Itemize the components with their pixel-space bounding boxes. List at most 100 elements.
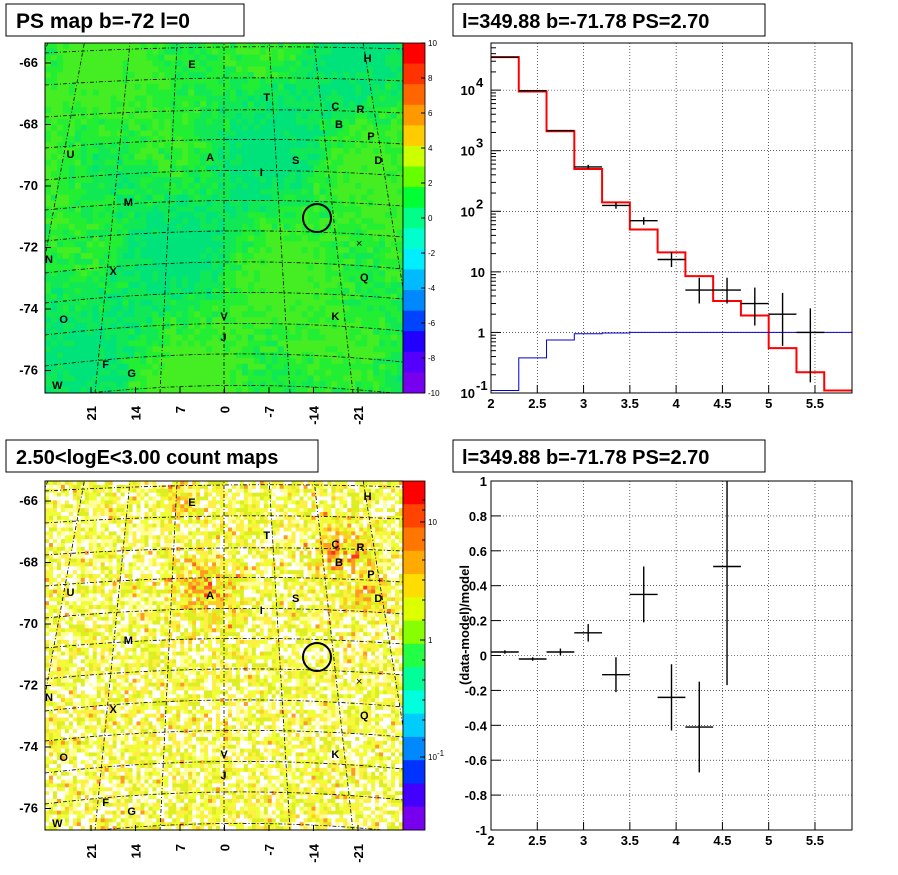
colorbar-segment: [403, 104, 425, 126]
ps-map-pixel: [122, 299, 129, 306]
ps-map-pixel: [259, 241, 267, 248]
ps-map-pixel: [146, 241, 153, 248]
count-map-pixel: [45, 818, 50, 823]
count-map-pixel: [76, 589, 82, 594]
ps-map-pixel: [56, 183, 64, 190]
count-map-pixel: [92, 709, 98, 714]
ps-map-pixel: [319, 270, 326, 277]
count-map-pixel: [45, 558, 50, 563]
source-label: A: [206, 152, 214, 164]
count-map-pixel: [84, 756, 90, 761]
count-map-pixel: [45, 826, 50, 830]
ps-map-pixel: [92, 78, 100, 85]
ps-map-pixel: [241, 142, 249, 149]
ps-map-pixel: [355, 60, 362, 67]
count-map-pixel: [76, 767, 82, 773]
ps-map-pixel: [271, 247, 279, 254]
ps-map-pixel: [218, 363, 225, 371]
count-map-pixel: [68, 787, 74, 792]
ps-map-pixel: [235, 346, 243, 353]
ps-map-pixel: [128, 358, 135, 365]
ps-map-pixel: [385, 223, 392, 231]
ps-map-pixel: [188, 305, 195, 312]
count-map-pixel: [45, 798, 50, 804]
ps-map-pixel: [98, 60, 106, 67]
ps-map-pixel: [307, 78, 314, 85]
count-map-title-box: 2.50<logE<3.00 count maps: [5, 439, 319, 473]
ps-map-pixel: [241, 293, 249, 301]
ps-map-pixel: [224, 317, 231, 324]
ps-map-pixel: [206, 288, 213, 295]
ps-map-pixel: [289, 142, 296, 149]
ps-map-pixel: [170, 369, 177, 376]
ps-map-pixel: [212, 130, 219, 137]
ps-map-pixel: [50, 78, 58, 85]
ps-map-pixel: [253, 212, 261, 219]
ps-map-pixel: [224, 206, 231, 213]
count-map-pixel: [68, 558, 74, 563]
ps-map-pixel: [206, 229, 213, 236]
ps-map-pixel: [367, 95, 374, 102]
ps-map-pixel: [68, 293, 76, 301]
ps-map-pixel: [247, 218, 255, 225]
count-map-pixel: [48, 791, 54, 796]
ps-map-pixel: [200, 381, 207, 388]
ps-map-pixel: [218, 218, 225, 225]
ps-map-pixel: [235, 200, 243, 207]
ps-map-pixel: [45, 352, 52, 359]
count-map-pixel: [88, 543, 94, 548]
ps-map-pixel: [379, 293, 386, 301]
count-map-pixel: [45, 539, 50, 544]
count-map-pixel: [48, 702, 54, 707]
ps-map-pixel: [307, 118, 314, 126]
ps-map-pixel: [140, 358, 147, 365]
count-map-pixel: [56, 632, 62, 637]
ps-map-pixel: [385, 311, 392, 318]
ps-map-pixel: [379, 323, 386, 330]
count-map-pixel: [100, 484, 105, 490]
ps-map-pixel: [56, 223, 64, 231]
ps-map-pixel: [134, 334, 141, 341]
ps-map-pixel: [212, 276, 219, 283]
count-map-pixel: [92, 562, 98, 567]
ps-map-pixel: [98, 72, 106, 79]
ps-map-pixel: [307, 218, 314, 225]
ps-map-pixel: [337, 352, 344, 359]
ps-map-pixel: [50, 369, 58, 376]
ps-map-pixel: [128, 206, 135, 213]
ps-map-pixel: [349, 212, 356, 219]
ps-map-pixel: [241, 334, 249, 341]
count-map-pixel: [92, 760, 98, 765]
x-tick-label: 0: [218, 406, 233, 413]
ps-map-pixel: [301, 183, 308, 190]
ps-map-pixel: [140, 177, 147, 184]
count-map-pixel: [52, 597, 58, 602]
ps-map-pixel: [176, 253, 183, 260]
ps-map-pixel: [56, 381, 64, 388]
count-map-pixel: [84, 775, 90, 780]
ps-map-pixel: [146, 101, 153, 108]
ps-map-pixel: [104, 328, 112, 336]
ps-map-pixel: [265, 223, 273, 231]
ps-map-pixel: [229, 118, 237, 126]
ps-map-pixel: [235, 375, 243, 382]
ps-map-pixel: [349, 369, 356, 376]
count-map-pixel: [88, 690, 94, 695]
ps-map-pixel: [224, 165, 231, 172]
ps-map-pixel: [224, 72, 231, 79]
ps-map-pixel: [68, 54, 76, 61]
ps-map-pixel: [206, 101, 213, 108]
count-map-pixel: [56, 694, 62, 699]
ps-map-pixel: [110, 247, 117, 254]
ps-map-pixel: [218, 194, 225, 201]
count-map-pixel: [60, 671, 66, 676]
count-map-pixel: [80, 671, 86, 676]
ps-map-pixel: [92, 136, 100, 143]
ps-map-pixel: [140, 107, 147, 114]
ps-map-pixel: [182, 299, 189, 306]
count-map-pixel: [48, 562, 54, 567]
ps-map-pixel: [349, 48, 356, 56]
ps-map-pixel: [367, 171, 374, 178]
ps-map-pixel: [68, 323, 76, 330]
ps-map-pixel: [331, 358, 338, 365]
